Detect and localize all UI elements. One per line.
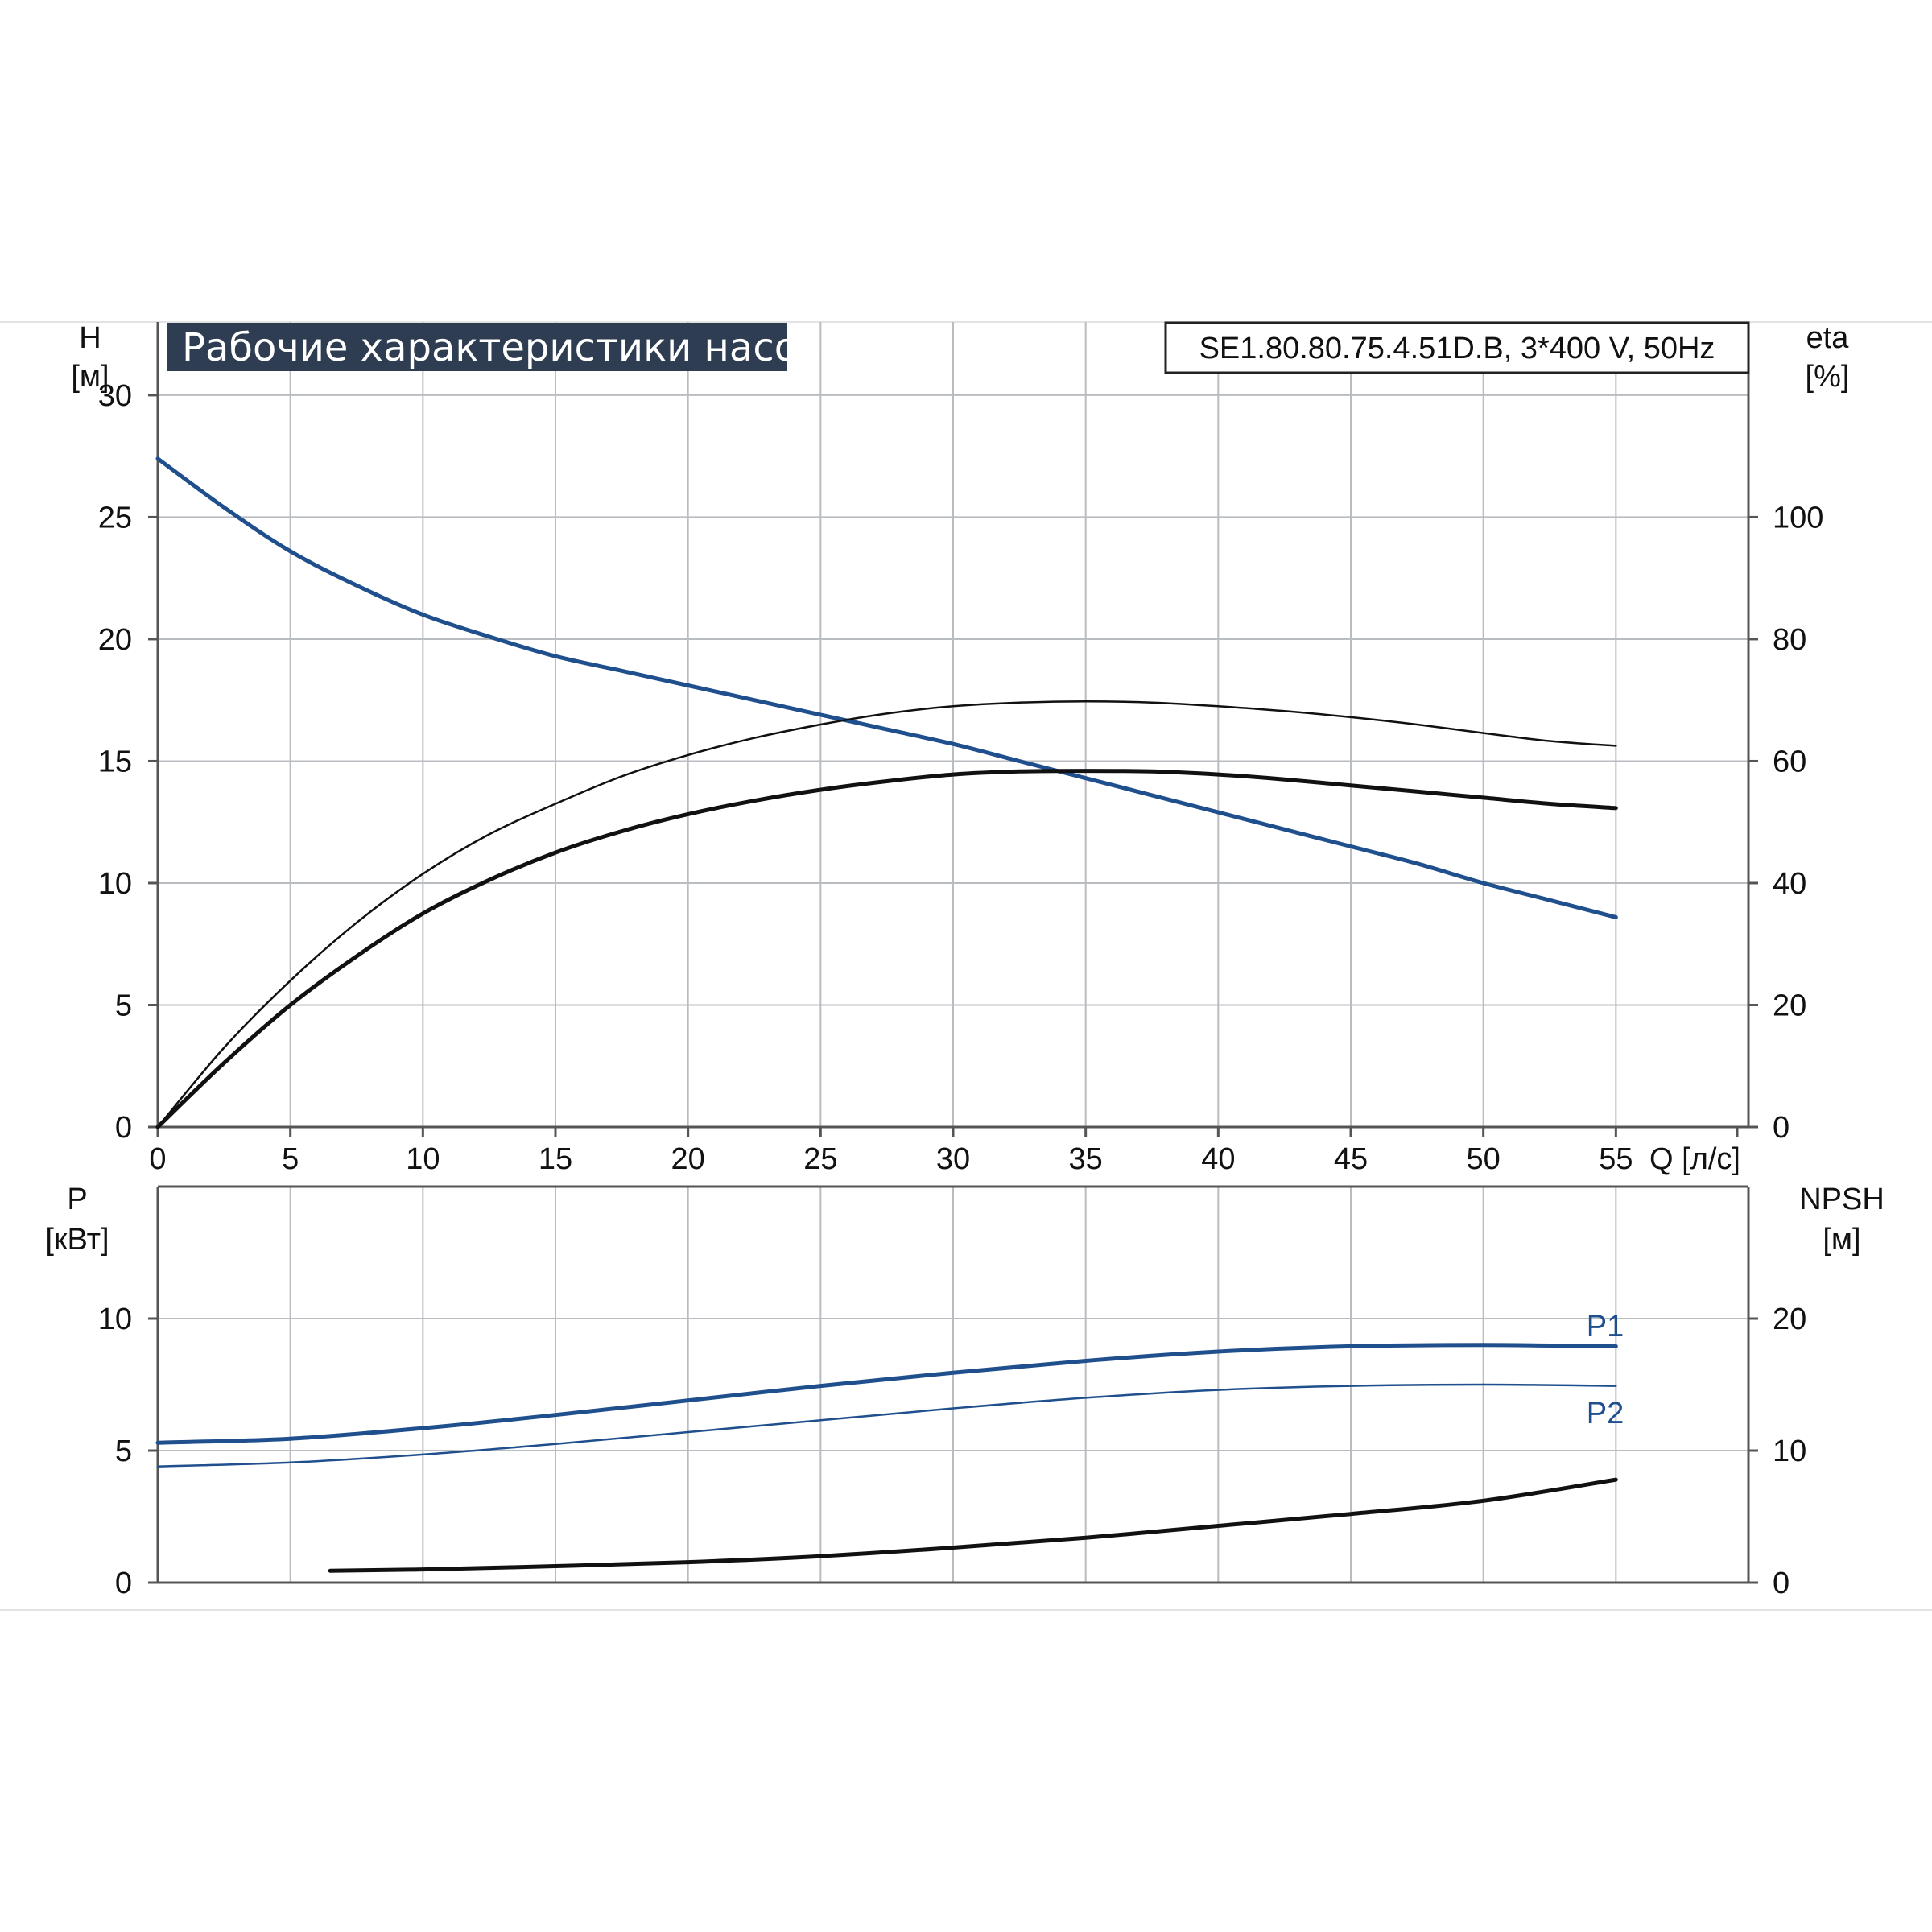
lower-right-tick-label: 0: [1773, 1567, 1790, 1600]
p2-curve-label: P2: [1587, 1397, 1624, 1430]
model-box-border: [1164, 321, 1750, 374]
h-axis-unit: [м]: [71, 360, 109, 394]
head-efficiency-panel: 0 5 10 15 20 25 30 0 20 40 60 80 100 0 5 10 15 20 25 30 35 40…: [98, 322, 1823, 1176]
p-axis-unit: [кВт]: [45, 1223, 109, 1257]
upper-x-tick-label: 35: [1069, 1142, 1103, 1176]
upper-x-tick-label: 5: [282, 1142, 299, 1176]
upper-right-tick-label: 100: [1773, 501, 1823, 535]
chart-title-box: Рабочие характеристики насоса: [167, 323, 843, 371]
chart-title-background: [167, 323, 787, 371]
upper-series-1-line: [156, 700, 1617, 1129]
upper-x-tick-label: 50: [1467, 1142, 1501, 1176]
upper-left-tick-label: 25: [98, 501, 132, 535]
upper-x-tick-label: 10: [406, 1142, 440, 1176]
upper-left-tick-label: 10: [98, 867, 132, 901]
eta-axis-name: eta: [1806, 321, 1850, 355]
upper-left-tick-label: 30: [98, 379, 132, 413]
p-axis-name: P: [67, 1183, 87, 1216]
upper-series-2-line: [155, 769, 1618, 1129]
lower-left-tick-label: 0: [115, 1567, 132, 1600]
upper-right-tick-label: 40: [1773, 867, 1806, 901]
upper-x-tick-label: 25: [803, 1142, 837, 1176]
upper-left-tick-label: 0: [115, 1111, 132, 1145]
upper-x-tick-label: 40: [1201, 1142, 1235, 1176]
npsh-axis-name: NPSH: [1799, 1183, 1885, 1216]
chart-title: Рабочие характеристики насоса: [182, 325, 843, 370]
upper-series-0-line: [155, 456, 1618, 919]
lower-right-tick-label: 20: [1773, 1302, 1806, 1336]
upper-right-tick-label: 0: [1773, 1111, 1790, 1145]
model-box: SE1.80.80.75.4.51D.B, 3*400 V, 50Hz: [1164, 321, 1750, 374]
eta-axis-unit: [%]: [1806, 360, 1850, 394]
lower-right-tick-label: 10: [1773, 1435, 1806, 1468]
pump-model-label: SE1.80.80.75.4.51D.B, 3*400 V, 50Hz: [1199, 332, 1715, 365]
upper-x-tick-label: 20: [671, 1142, 705, 1176]
p1-curve-label: P1: [1587, 1310, 1624, 1344]
npsh-axis-unit: [м]: [1823, 1223, 1860, 1257]
q-axis-label: Q [л/с]: [1649, 1142, 1740, 1176]
lower-series-2-line: [328, 1477, 1618, 1573]
upper-left-tick-label: 15: [98, 745, 132, 778]
upper-x-tick-label: 0: [149, 1142, 166, 1176]
upper-right-tick-label: 80: [1773, 623, 1806, 657]
upper-left-tick-label: 5: [115, 989, 132, 1022]
upper-left-tick-label: 20: [98, 623, 132, 657]
power-npsh-panel: 0 5 10 0 10 20: [98, 1185, 1806, 1600]
h-axis-name: H: [79, 321, 101, 355]
lower-series-p1-line: [155, 1343, 1618, 1445]
upper-x-tick-label: 30: [936, 1142, 970, 1176]
lower-left-tick-label: 10: [98, 1302, 132, 1336]
lower-left-tick-label: 5: [115, 1435, 132, 1468]
upper-x-tick-label: 45: [1334, 1142, 1368, 1176]
upper-right-tick-label: 60: [1773, 745, 1806, 778]
upper-right-tick-label: 20: [1773, 989, 1806, 1022]
upper-x-tick-label: 55: [1599, 1142, 1633, 1176]
upper-x-tick-label: 15: [539, 1142, 572, 1176]
lower-series-p2-line: [156, 1383, 1617, 1468]
